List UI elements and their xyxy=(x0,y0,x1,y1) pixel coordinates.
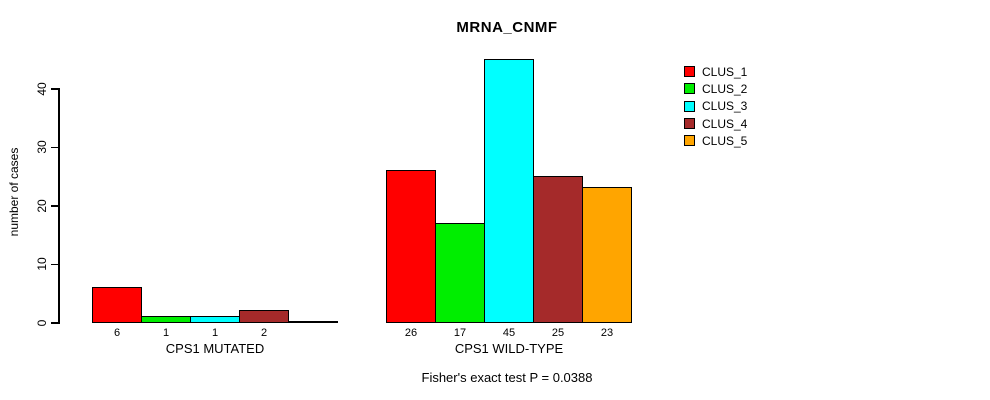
bar-value-label-clus-3-cps1-mutated: 1 xyxy=(211,327,219,339)
bar-value-label-clus-2-cps1-mutated: 1 xyxy=(162,327,170,339)
bar-clus-4-cps1-mutated xyxy=(239,310,289,323)
y-tick-label-0: 0 xyxy=(35,319,49,326)
legend-swatch-clus-3 xyxy=(684,100,695,112)
bar-clus-3-cps1-mutated xyxy=(190,316,240,323)
group-label-cps1-wild-type: CPS1 WILD-TYPE xyxy=(454,341,564,356)
y-tick-label-30: 30 xyxy=(35,140,49,154)
legend-label-clus-1: CLUS_1 xyxy=(702,64,748,79)
legend-item-clus-2: CLUS_2 xyxy=(684,80,747,97)
bar-value-label-clus-1-cps1-wild-type: 26 xyxy=(404,327,418,339)
bar-clus-5-cps1-wild-type xyxy=(582,187,632,323)
chart-title: MRNA_CNMF xyxy=(456,19,558,36)
legend-item-clus-5: CLUS_5 xyxy=(684,132,747,149)
y-tick-label-10: 10 xyxy=(35,257,49,271)
legend-label-clus-2: CLUS_2 xyxy=(702,81,748,96)
bar-value-label-clus-1-cps1-mutated: 6 xyxy=(113,327,121,339)
y-axis-label: number of cases xyxy=(7,147,21,237)
y-axis-tick xyxy=(51,88,58,90)
legend-item-clus-3: CLUS_3 xyxy=(684,98,747,115)
bar-clus-2-cps1-wild-type xyxy=(435,223,485,323)
y-tick-label-40: 40 xyxy=(35,81,49,96)
y-axis-line xyxy=(58,88,60,324)
legend: CLUS_1 CLUS_2 CLUS_3 CLUS_4 CLUS_5 xyxy=(684,63,747,149)
legend-label-clus-4: CLUS_4 xyxy=(702,116,748,131)
bar-value-label-clus-5-cps1-wild-type: 23 xyxy=(600,327,614,339)
y-axis-tick xyxy=(51,322,58,324)
bar-value-label-clus-4-cps1-mutated: 2 xyxy=(260,327,268,339)
legend-label-clus-5: CLUS_5 xyxy=(702,133,748,148)
legend-swatch-clus-2 xyxy=(684,83,695,95)
y-axis-tick xyxy=(51,146,58,148)
bar-clus-1-cps1-mutated xyxy=(92,287,142,323)
legend-label-clus-3: CLUS_3 xyxy=(702,99,748,114)
group-label-cps1-mutated: CPS1 MUTATED xyxy=(165,341,265,356)
fisher-test-annotation: Fisher's exact test P = 0.0388 xyxy=(421,370,593,385)
bar-clus-4-cps1-wild-type xyxy=(533,176,583,323)
legend-swatch-clus-4 xyxy=(684,118,695,130)
legend-item-clus-1: CLUS_1 xyxy=(684,63,747,80)
bar-value-label-clus-2-cps1-wild-type: 17 xyxy=(453,327,467,339)
bar-value-label-clus-4-cps1-wild-type: 25 xyxy=(551,327,565,339)
bar-clus-3-cps1-wild-type xyxy=(484,59,534,323)
y-axis-tick xyxy=(51,205,58,207)
legend-swatch-clus-5 xyxy=(684,135,695,147)
bar-clus-5-cps1-mutated xyxy=(288,321,338,323)
legend-item-clus-4: CLUS_4 xyxy=(684,115,747,132)
legend-swatch-clus-1 xyxy=(684,66,695,78)
y-tick-label-20: 20 xyxy=(35,198,49,213)
bar-clus-1-cps1-wild-type xyxy=(386,170,436,323)
bar-value-label-clus-3-cps1-wild-type: 45 xyxy=(502,327,516,339)
y-axis-tick xyxy=(51,263,58,265)
bar-clus-2-cps1-mutated xyxy=(141,316,191,323)
